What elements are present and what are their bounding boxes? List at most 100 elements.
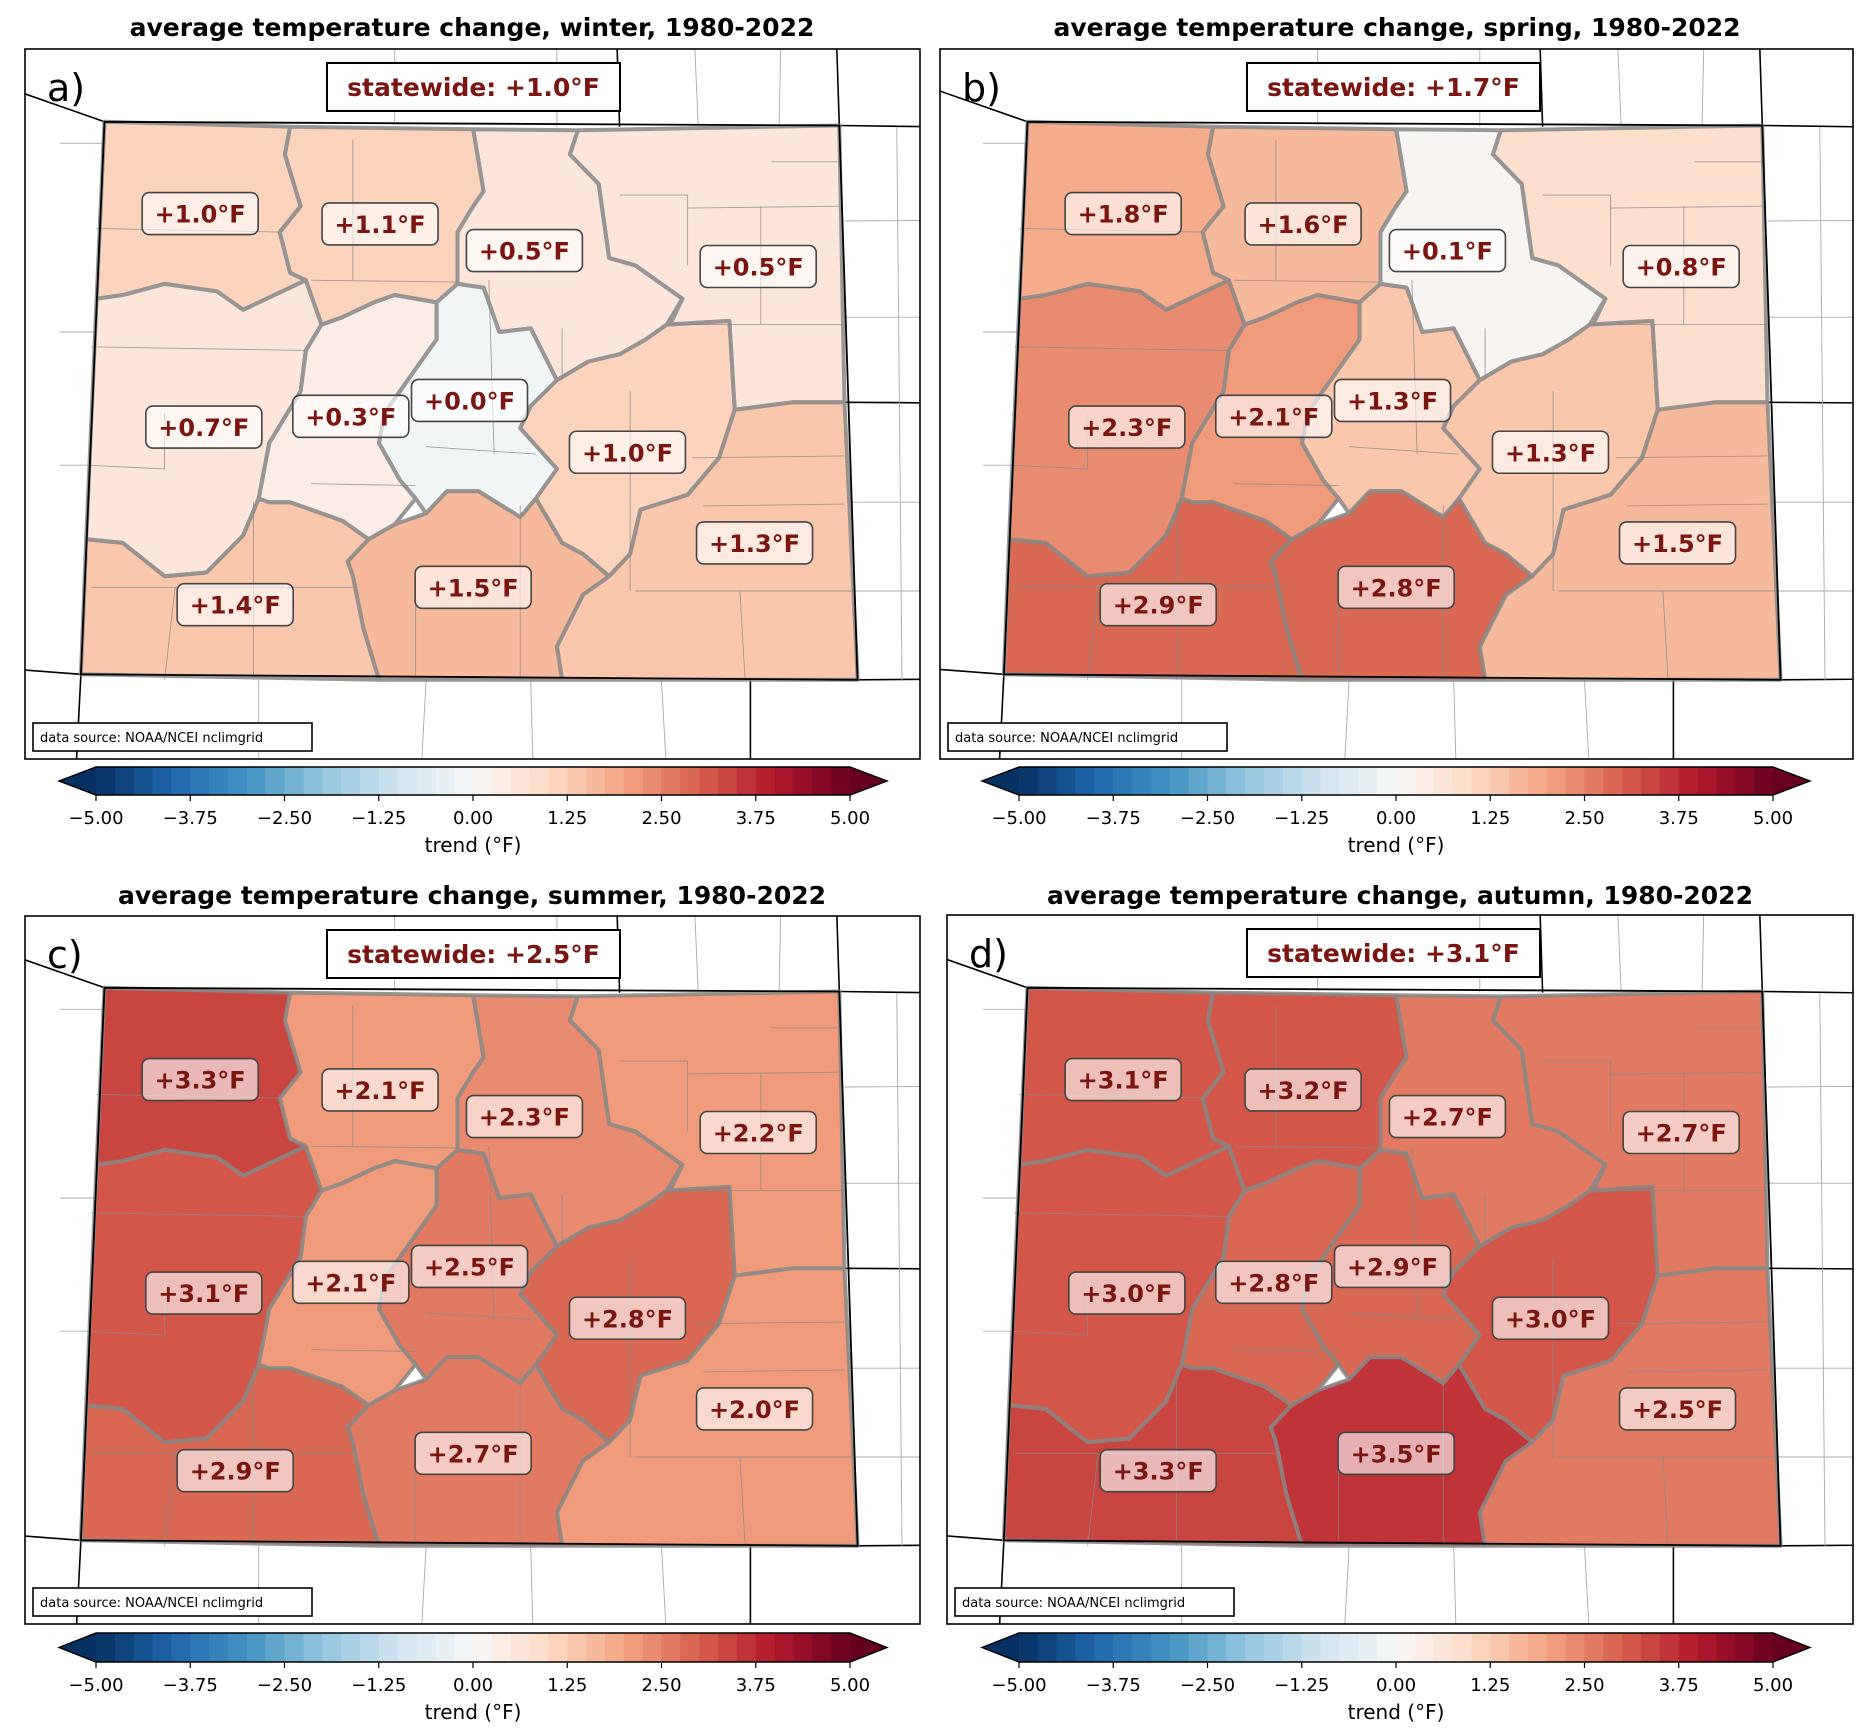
state-border-line xyxy=(947,958,1028,989)
colorbar-segment xyxy=(1584,767,1604,795)
colorbar-segment xyxy=(793,767,813,795)
colorbar-segment xyxy=(378,1633,399,1662)
colorbar-tick-label: −2.50 xyxy=(257,1675,312,1696)
colorbar: −5.00 −3.75 −2.50 −1.25 0.00 1.25 2.50 3.75 5.00… xyxy=(980,1632,1812,1724)
division-label-box xyxy=(1622,244,1741,289)
colorbar-tick-label: −1.25 xyxy=(351,808,406,829)
colorbar-segment xyxy=(1075,1633,1095,1662)
division-label: +3.1°F xyxy=(145,1271,263,1315)
map-panel-autumn: average temperature change, autumn, 1980… xyxy=(946,881,1854,1625)
county-line xyxy=(1767,219,1853,222)
statewide-value: statewide: +1.7°F xyxy=(1267,73,1520,102)
colorbar-tick-label: 3.75 xyxy=(736,1675,776,1696)
county-line xyxy=(1344,679,1350,759)
division-label: +1.0°F xyxy=(568,430,687,475)
colorbar-tick-label: −2.50 xyxy=(1180,808,1235,829)
state-border-line xyxy=(1780,1544,1853,1547)
division-label: +3.2°F xyxy=(1244,1068,1362,1112)
county-line xyxy=(421,1545,427,1624)
colorbar-segment xyxy=(133,767,154,795)
colorbar-segment xyxy=(473,1633,493,1662)
colorbar-segment xyxy=(812,767,832,795)
colorbar-segment xyxy=(1358,767,1378,795)
division-value-label: +2.3°F xyxy=(479,1104,570,1132)
statewide-box: statewide: +3.1°F xyxy=(1246,928,1541,978)
division-label: +2.9°F xyxy=(1333,1244,1452,1289)
neighbor-state-lines xyxy=(940,49,1853,759)
colorbar-segment xyxy=(1490,767,1510,795)
county-line xyxy=(778,49,782,125)
map-area: +1.0°F +1.1°F +0.5°F +0.5°F +0.7°F +0.3°F +0.0… xyxy=(25,49,920,759)
colorbar-tick-label: −5.00 xyxy=(991,1675,1046,1696)
panel-title: average temperature change, spring, 1980… xyxy=(1053,13,1740,42)
division-label: +3.1°F xyxy=(1064,1057,1182,1102)
county-line xyxy=(703,503,845,507)
colorbar-segment xyxy=(1226,1633,1246,1662)
division-label-box xyxy=(1214,1260,1333,1305)
division-value-label: +2.1°F xyxy=(305,1269,396,1297)
colorbar-segment xyxy=(774,767,795,795)
statewide-frame xyxy=(326,929,621,979)
division-label-box xyxy=(414,565,532,610)
county-line xyxy=(694,49,699,125)
division-label-box xyxy=(1099,582,1218,627)
colorbar-extend-high xyxy=(850,767,887,795)
colorbar-segment xyxy=(755,1633,776,1662)
statewide-frame xyxy=(1246,62,1541,112)
division-value-label: +3.1°F xyxy=(1078,1067,1169,1095)
colorbar-tick-label: 0.00 xyxy=(1376,808,1416,829)
colorbar: −5.00 −3.75 −2.50 −1.25 0.00 1.25 2.50 3.75 5.00… xyxy=(980,766,1812,857)
colorbar-segment xyxy=(284,767,304,795)
division-value-label: +2.7°F xyxy=(1402,1104,1493,1132)
county-line xyxy=(530,1545,534,1624)
colorbar-segment xyxy=(567,1633,587,1662)
county-line xyxy=(310,279,458,283)
data-source-text: data source: NOAA/NCEI nclimgrid xyxy=(40,731,263,746)
division-value-label: +2.5°F xyxy=(1632,1396,1723,1424)
map-area: +3.3°F +2.1°F +2.3°F +2.2°F +3.1°F +2.1°F +2.5… xyxy=(25,916,920,1624)
division-label: +1.1°F xyxy=(321,202,439,246)
colorbar-segment xyxy=(1716,767,1736,795)
colorbar-segment xyxy=(1188,767,1209,795)
division-label-box xyxy=(1068,405,1186,449)
colorbar-tick-label: 2.50 xyxy=(641,1675,681,1696)
county-line xyxy=(164,587,176,680)
division-label-box xyxy=(291,394,410,439)
county-line xyxy=(530,679,534,759)
colorbar-segment xyxy=(1301,767,1322,795)
colorbar-segment xyxy=(265,767,286,795)
colorbar-segment xyxy=(1603,767,1623,795)
county-line xyxy=(1233,1349,1339,1352)
colorbar-tick-label: −5.00 xyxy=(68,808,123,829)
data-source-text: data source: NOAA/NCEI nclimgrid xyxy=(955,731,1178,746)
colorbar-label: trend (°F) xyxy=(1348,833,1445,857)
division-label-box xyxy=(1214,394,1333,439)
state-border-line xyxy=(839,124,920,128)
colorbar-segment xyxy=(1527,767,1548,795)
county-line xyxy=(694,916,699,991)
county-line xyxy=(703,1369,845,1373)
state-border-line xyxy=(25,93,105,123)
division-label: +1.6°F xyxy=(1244,202,1362,246)
colorbar-tick-label: −5.00 xyxy=(68,1675,123,1696)
division-value-label: +1.6°F xyxy=(1258,211,1349,239)
colorbar-tick-label: 1.25 xyxy=(1470,808,1510,829)
county-line xyxy=(1610,1071,1763,1075)
colorbar-tick-label: 1.25 xyxy=(547,1675,587,1696)
county-line xyxy=(1087,587,1099,680)
division-borders xyxy=(1001,985,1783,1548)
colorbar-label: trend (°F) xyxy=(425,1700,522,1724)
division-label: +0.5°F xyxy=(699,244,818,289)
division-value-label: +2.7°F xyxy=(428,1440,519,1468)
colorbar-segment xyxy=(1697,1633,1718,1662)
colorbar-segment xyxy=(152,1633,172,1662)
county-line xyxy=(739,590,746,680)
colorbar-label: trend (°F) xyxy=(425,833,522,857)
colorbar-tick-label: −2.50 xyxy=(1180,1675,1235,1696)
colorbar-segment xyxy=(680,767,700,795)
colorbar-segment xyxy=(1150,1633,1171,1662)
division-label-box xyxy=(699,244,818,289)
division-value-label: +2.3°F xyxy=(1081,414,1172,442)
colorbar-segment xyxy=(454,1633,474,1662)
